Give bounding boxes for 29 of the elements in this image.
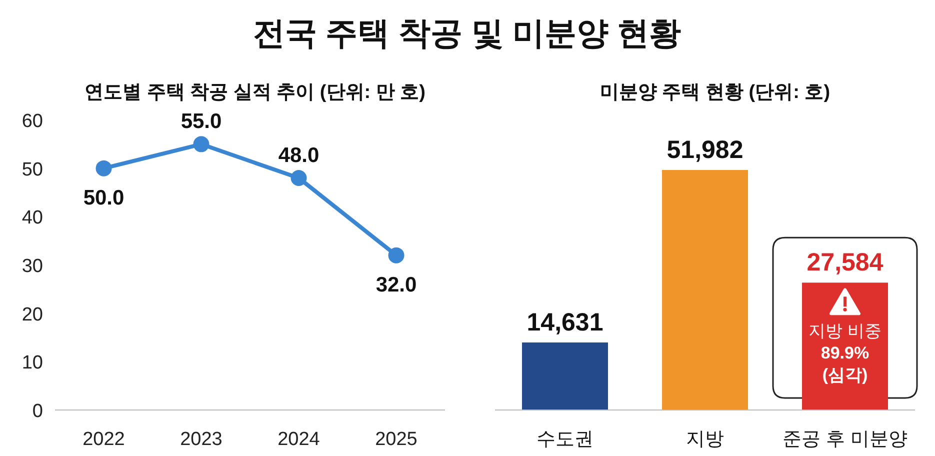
x-tick-label: 2023	[180, 429, 222, 450]
x-tick-label: 2025	[375, 429, 418, 450]
y-tick-label: 40	[22, 208, 43, 229]
data-label: 51,982	[666, 136, 744, 164]
x-tick-label: 지방	[686, 429, 724, 450]
point	[96, 160, 112, 176]
x-tick-label: 수도권	[536, 429, 594, 450]
data-label: 32.0	[376, 273, 417, 296]
data-label: 55.0	[180, 110, 222, 134]
x-tick-label: 준공 후 미분양	[782, 429, 908, 450]
y-tick-label: 30	[22, 256, 43, 277]
point	[290, 170, 307, 186]
x-tick-label: 2024	[278, 429, 320, 450]
data-label: 27,584	[806, 248, 884, 277]
chart-subtitle: 연도별 주택 착공 실적 추이 (단위: 만 호)	[84, 82, 426, 103]
data-label: 14,631	[526, 308, 604, 336]
data-label: 48.0	[278, 144, 320, 167]
x-tick-label: 2022	[82, 429, 125, 450]
chart-title: 전국 주택 착공 및 미분양 현황	[252, 15, 682, 51]
annotation: 지방 비중 89.9% (심각)	[808, 322, 882, 385]
y-tick-label: 20	[22, 304, 43, 326]
y-tick-label: 0	[32, 401, 43, 422]
point	[193, 136, 210, 152]
data-label: 50.0	[83, 186, 124, 210]
y-tick-label: 50	[22, 159, 43, 180]
point	[388, 247, 404, 264]
y-tick-label: 10	[22, 352, 43, 374]
y-tick-label: 60	[22, 111, 43, 132]
chart-title: 미분양 주택 현황 (단위: 호)	[600, 82, 830, 103]
